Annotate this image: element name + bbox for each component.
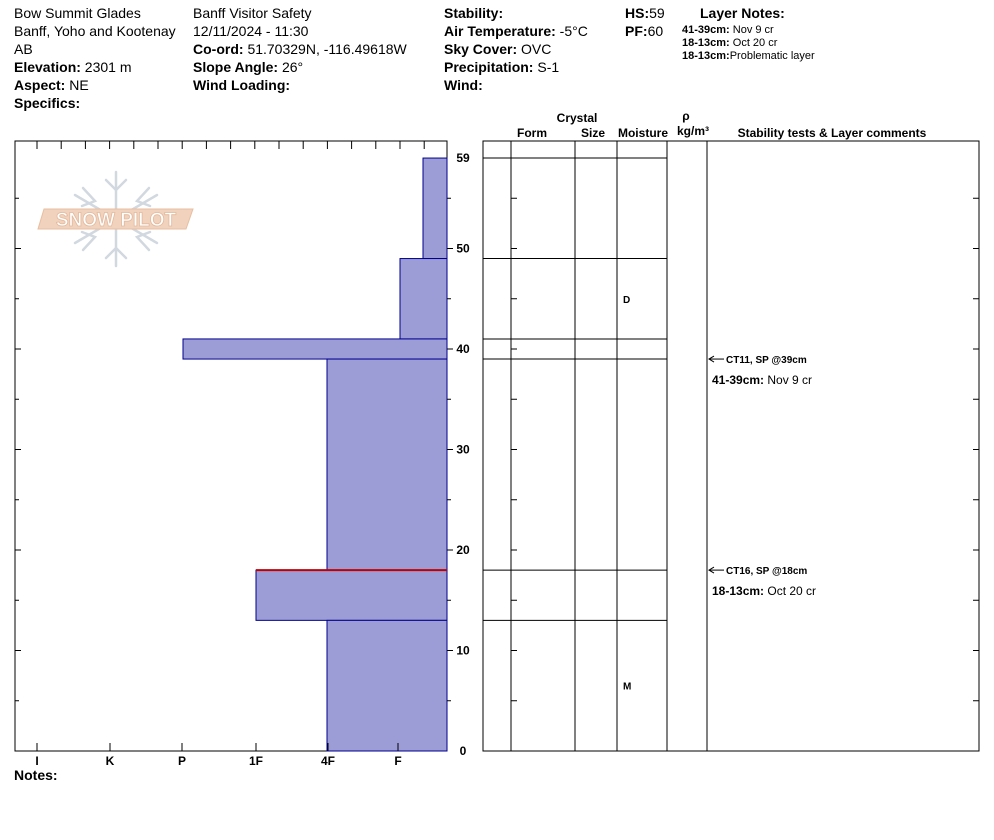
coordinates-field: Co-ord: 51.70329N, -116.49618W	[193, 41, 407, 57]
slope-angle-field: Slope Angle: 26°	[193, 59, 304, 75]
elevation-field: Elevation: 2301 m	[14, 59, 132, 75]
hardness-category-label: I	[35, 754, 38, 768]
hardness-category-label: 1F	[249, 754, 263, 768]
hardness-bar	[182, 338, 448, 360]
layer-note: 41-39cm: Nov 9 cr	[682, 24, 774, 36]
stability-field: Stability:	[444, 5, 504, 21]
y-tick-label: 50	[456, 242, 470, 256]
region-name: Banff, Yoho and Kootenay	[14, 23, 176, 39]
hardness-category-label: 4F	[321, 754, 335, 768]
test-arrow-icon	[708, 566, 715, 574]
stability-test-label: CT11, SP @39cm	[726, 355, 807, 366]
moisture-label: M	[623, 682, 631, 693]
wind-field: Wind:	[444, 77, 483, 93]
layer-table-frame	[482, 140, 980, 752]
layer-comment-range: 18-13cm:	[712, 584, 764, 598]
location-name: Bow Summit Glades	[14, 5, 141, 21]
layer-comment: 41-39cm: Nov 9 cr	[712, 373, 812, 387]
sky-cover-field: Sky Cover: OVC	[444, 41, 552, 57]
form-header: Form	[517, 126, 547, 140]
size-header: Size	[581, 126, 605, 140]
crystal-header: Crystal	[557, 111, 598, 125]
observer-name: Banff Visitor Safety	[193, 5, 312, 21]
province-name: AB	[14, 41, 33, 57]
y-tick-label: 59	[456, 151, 470, 165]
hardness-bar	[326, 619, 448, 752]
hardness-category-label: K	[106, 754, 115, 768]
observation-datetime: 12/11/2024 - 11:30	[193, 23, 309, 39]
test-arrow-icon	[708, 355, 715, 363]
hardness-category-label: F	[394, 754, 401, 768]
layer-notes-title: Layer Notes:	[700, 5, 785, 21]
moisture-header: Moisture	[618, 126, 668, 140]
stability-test-label: CT16, SP @18cm	[726, 566, 807, 577]
hardness-bar	[255, 569, 448, 621]
stability-comments-header: Stability tests & Layer comments	[738, 126, 927, 140]
y-tick-label: 40	[456, 342, 470, 356]
hs-field: HS:59	[625, 5, 665, 21]
wind-loading-field: Wind Loading:	[193, 77, 291, 93]
logo-text: SNOW PILOT	[56, 210, 177, 231]
density-unit: kg/m³	[677, 124, 709, 138]
snowpilot-logo: SNOW PILOT	[37, 170, 194, 268]
hardness-bar	[326, 358, 448, 571]
layer-note: 18-13cm:Problematic layer	[682, 50, 815, 62]
layer-comment-text: Oct 20 cr	[764, 584, 816, 598]
y-tick-label: 10	[456, 644, 470, 658]
y-tick-label: 20	[456, 543, 470, 557]
y-tick-label: 30	[456, 443, 470, 457]
layer-comment-range: 41-39cm:	[712, 373, 764, 387]
y-tick-label: 0	[460, 744, 467, 758]
hardness-bar	[399, 258, 448, 340]
pf-field: PF:60	[625, 23, 664, 39]
precipitation-field: Precipitation: S-1	[444, 59, 560, 75]
layer-note: 18-13cm: Oct 20 cr	[682, 37, 778, 49]
hardness-bar	[422, 157, 448, 260]
hardness-category-label: P	[178, 754, 186, 768]
aspect-field: Aspect: NE	[14, 77, 89, 93]
density-symbol: ρ	[682, 109, 689, 123]
specifics-field: Specifics:	[14, 95, 81, 111]
air-temperature-field: Air Temperature: -5°C	[444, 23, 588, 39]
notes-field: Notes:	[14, 767, 58, 783]
layer-comment: 18-13cm: Oct 20 cr	[712, 584, 816, 598]
layer-comment-text: Nov 9 cr	[764, 373, 812, 387]
moisture-label: D	[623, 295, 630, 306]
